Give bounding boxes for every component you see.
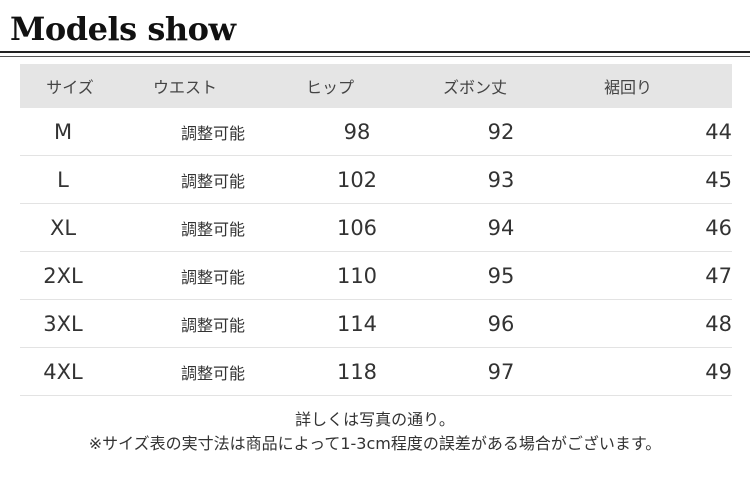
waist-cell: 調整可能 (180, 123, 245, 143)
length-cell: 93 (487, 167, 515, 192)
hem-cell: 47 (705, 263, 732, 288)
length-cell: 97 (487, 359, 515, 384)
table-row: 4XL 調整可能 118 97 49 (20, 348, 732, 396)
waist-cell: 調整可能 (180, 219, 245, 239)
hip-cell: 114 (336, 311, 378, 336)
waist-cell: 調整可能 (180, 315, 245, 335)
length-cell: 92 (487, 119, 515, 144)
size-cell: L (57, 167, 69, 192)
length-cell: 95 (487, 263, 515, 288)
hip-cell: 98 (343, 119, 371, 144)
table-row: 2XL 調整可能 110 95 47 (20, 252, 732, 300)
header-hip: ヒップ (305, 78, 354, 97)
size-notes: 詳しくは写真の通り。 ※サイズ表の実寸法は商品によって1-3cm程度の誤差がある… (0, 408, 750, 456)
size-cell: 2XL (43, 263, 83, 288)
length-cell: 94 (487, 215, 515, 240)
hip-cell: 106 (336, 215, 378, 240)
hem-cell: 48 (705, 311, 732, 336)
header-size: サイズ (46, 78, 94, 97)
hip-cell: 102 (336, 167, 378, 192)
table-header-row: サイズ ウエスト ヒップ ズボン丈 裾回り (20, 64, 732, 108)
hem-cell: 49 (705, 359, 732, 384)
hem-cell: 45 (705, 167, 732, 192)
title-underline-thick (0, 51, 750, 53)
note-line-1: 詳しくは写真の通り。 (295, 410, 455, 429)
size-cell: 4XL (43, 359, 83, 384)
waist-cell: 調整可能 (180, 267, 245, 287)
size-cell: M (53, 119, 73, 144)
size-cell: 3XL (43, 311, 83, 336)
table-row: XL 調整可能 106 94 46 (20, 204, 732, 252)
hip-cell: 118 (336, 359, 378, 384)
table-row: 3XL 調整可能 114 96 48 (20, 300, 732, 348)
note-line-2: ※サイズ表の実寸法は商品によって1-3cm程度の誤差がある場合がございます。 (88, 434, 662, 453)
hip-cell: 110 (336, 263, 378, 288)
title-underline-thin (0, 56, 750, 57)
length-cell: 96 (487, 311, 515, 336)
header-length: ズボン丈 (442, 78, 507, 97)
waist-cell: 調整可能 (180, 363, 245, 383)
waist-cell: 調整可能 (180, 171, 245, 191)
hem-cell: 44 (705, 119, 732, 144)
size-table: サイズ ウエスト ヒップ ズボン丈 裾回り M 調整可能 98 92 44 L … (20, 64, 732, 396)
table-row: L 調整可能 102 93 45 (20, 156, 732, 204)
header-waist: ウエスト (152, 78, 217, 97)
size-cell: XL (49, 215, 77, 240)
header-hem: 裾回り (603, 78, 652, 97)
hem-cell: 46 (705, 215, 732, 240)
table-row: M 調整可能 98 92 44 (20, 108, 732, 156)
page-title: Models show (10, 10, 236, 48)
